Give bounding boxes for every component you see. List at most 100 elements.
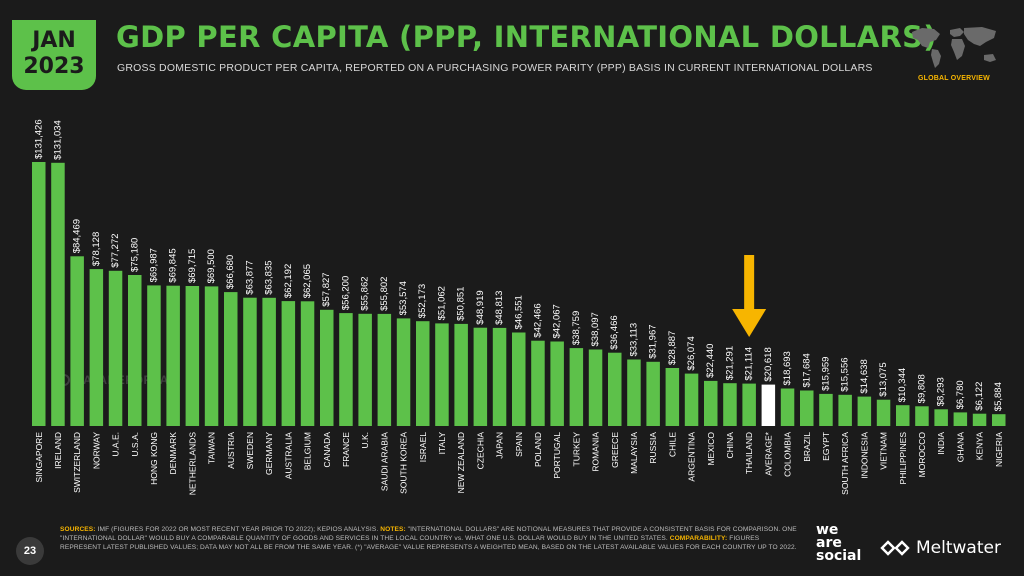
bar-denmark	[166, 285, 180, 426]
bar-sweden	[243, 297, 257, 426]
value-label-canada: $57,827	[321, 272, 332, 306]
highlight-arrow	[732, 255, 767, 337]
category-label-egypt: EGYPT	[821, 432, 831, 461]
category-label-romania: ROMANIA	[591, 432, 601, 472]
value-label-turkey: $38,759	[571, 311, 582, 345]
value-label-kenya: $6,122	[974, 382, 985, 411]
bar-argentina	[684, 373, 699, 426]
category-label-thailand: THAILAND	[744, 432, 754, 474]
category-label-singapore: SINGAPORE	[34, 432, 44, 483]
category-label-russia: RUSSIA	[648, 432, 658, 464]
value-label-poland: $42,466	[532, 303, 543, 337]
value-label-new-zealand: $50,851	[456, 287, 467, 321]
category-label-france: FRANCE	[341, 432, 351, 467]
category-label-greece: GREECE	[610, 432, 620, 468]
bar-switzerland	[70, 256, 84, 426]
category-label-austria: AUSTRIA	[226, 432, 236, 469]
page-subtitle: GROSS DOMESTIC PRODUCT PER CAPITA, REPOR…	[117, 62, 873, 74]
bar-south-africa	[838, 394, 852, 426]
value-label-japan: $48,813	[494, 291, 505, 325]
category-label-canada: CANADA	[322, 432, 332, 468]
bar-new-zealand	[454, 323, 468, 426]
bar-france	[339, 313, 353, 426]
value-label-belgium: $62,065	[302, 264, 313, 298]
bar-chart: $131,426 SINGAPORE $131,034 IRELAND $84,469 S…	[32, 119, 1006, 496]
category-label-netherlands: NETHERLANDS	[187, 432, 197, 496]
value-label-south-africa: $15,556	[840, 357, 851, 391]
category-label-denmark: DENMARK	[168, 432, 178, 475]
value-label-u-a-e: $77,272	[110, 233, 121, 267]
category-label-indonesia: INDONESIA	[859, 432, 869, 479]
category-label-ireland: IRELAND	[53, 432, 63, 469]
value-label-australia: $62,192	[283, 264, 294, 298]
bar-kenya	[972, 413, 987, 426]
value-label-u-k: $55,862	[360, 276, 371, 310]
bar-taiwan	[204, 286, 219, 426]
badge-year: 2023	[23, 54, 85, 79]
category-label-nigeria: NIGERIA	[994, 432, 1004, 467]
we-are-social-logo: we are social	[816, 522, 861, 563]
category-label-vietnam: VIETNAM	[879, 432, 889, 470]
notes-text: "INTERNATIONAL DOLLARS" ARE NOTIONAL MEA…	[60, 526, 797, 542]
bar-morocco	[915, 406, 929, 426]
value-label-germany: $63,835	[264, 260, 275, 294]
category-label-belgium: BELGIUM	[303, 432, 313, 470]
value-label-ireland: $131,034	[52, 120, 63, 160]
value-label-russia: $31,967	[648, 324, 659, 358]
value-label-denmark: $69,845	[168, 248, 179, 282]
value-label-mexico: $22,440	[705, 344, 716, 378]
value-label-colombia: $18,693	[782, 351, 793, 385]
category-label-sweden: SWEDEN	[245, 432, 255, 469]
category-label-average: AVERAGE*	[763, 431, 773, 475]
bar-indonesia	[857, 396, 872, 426]
value-label-china: $21,291	[724, 346, 735, 380]
bar-philippines	[896, 405, 910, 426]
category-label-ghana: GHANA	[955, 432, 965, 463]
bar-turkey	[569, 348, 584, 426]
category-label-morocco: MOROCCO	[917, 432, 927, 478]
bar-u-s-a	[128, 275, 142, 426]
footer-notes: SOURCES: IMF (FIGURES FOR 2022 OR MOST R…	[60, 525, 800, 552]
bar-singapore	[32, 162, 46, 426]
we-are-social-line1: we	[816, 522, 839, 538]
comparability-text: FIGURES REPRESENT LATEST PUBLISHED VALUE…	[60, 535, 797, 551]
category-label-norway: NORWAY	[91, 432, 101, 469]
value-label-philippines: $10,344	[897, 368, 908, 402]
bar-nigeria	[992, 414, 1006, 426]
category-label-south-africa: SOUTH AFRICA	[840, 432, 850, 495]
category-label-chile: CHILE	[667, 432, 677, 457]
category-label-japan: JAPAN	[495, 432, 505, 459]
bar-portugal	[550, 341, 564, 426]
value-label-sweden: $63,877	[244, 260, 255, 294]
bar-saudi-arabia	[377, 313, 392, 426]
category-label-taiwan: TAIWAN	[207, 432, 217, 464]
bar-japan	[492, 327, 507, 426]
bar-south-korea	[396, 318, 411, 426]
value-label-malaysia: $33,113	[628, 323, 639, 357]
bar-romania	[588, 349, 603, 426]
value-label-israel: $52,173	[417, 284, 428, 318]
category-label-colombia: COLOMBIA	[783, 432, 793, 477]
value-label-netherlands: $69,715	[187, 249, 198, 283]
value-label-south-korea: $53,574	[398, 281, 409, 315]
value-label-morocco: $9,808	[916, 374, 927, 403]
category-label-israel: ISRAEL	[418, 432, 428, 463]
value-label-argentina: $26,074	[686, 336, 697, 370]
value-label-czechia: $48,919	[475, 290, 486, 324]
value-label-nigeria: $5,884	[993, 382, 1004, 411]
value-label-portugal: $42,067	[552, 304, 563, 338]
bar-average	[761, 384, 776, 426]
value-label-romania: $38,097	[590, 312, 601, 346]
value-label-egypt: $15,959	[820, 357, 831, 391]
category-label-india: INDIA	[936, 432, 946, 455]
category-label-saudi-arabia: SAUDI ARABIA	[379, 432, 389, 491]
value-label-ghana: $6,780	[955, 380, 966, 409]
page-number: 23	[16, 537, 44, 565]
value-label-france: $56,200	[340, 276, 351, 310]
value-label-greece: $36,466	[609, 315, 620, 349]
category-label-italy: ITALY	[437, 432, 447, 455]
section-label: GLOBAL OVERVIEW	[918, 75, 990, 82]
value-label-chile: $28,887	[667, 331, 678, 365]
category-label-u-k: U.K.	[360, 432, 370, 449]
value-label-italy: $51,062	[436, 286, 447, 320]
